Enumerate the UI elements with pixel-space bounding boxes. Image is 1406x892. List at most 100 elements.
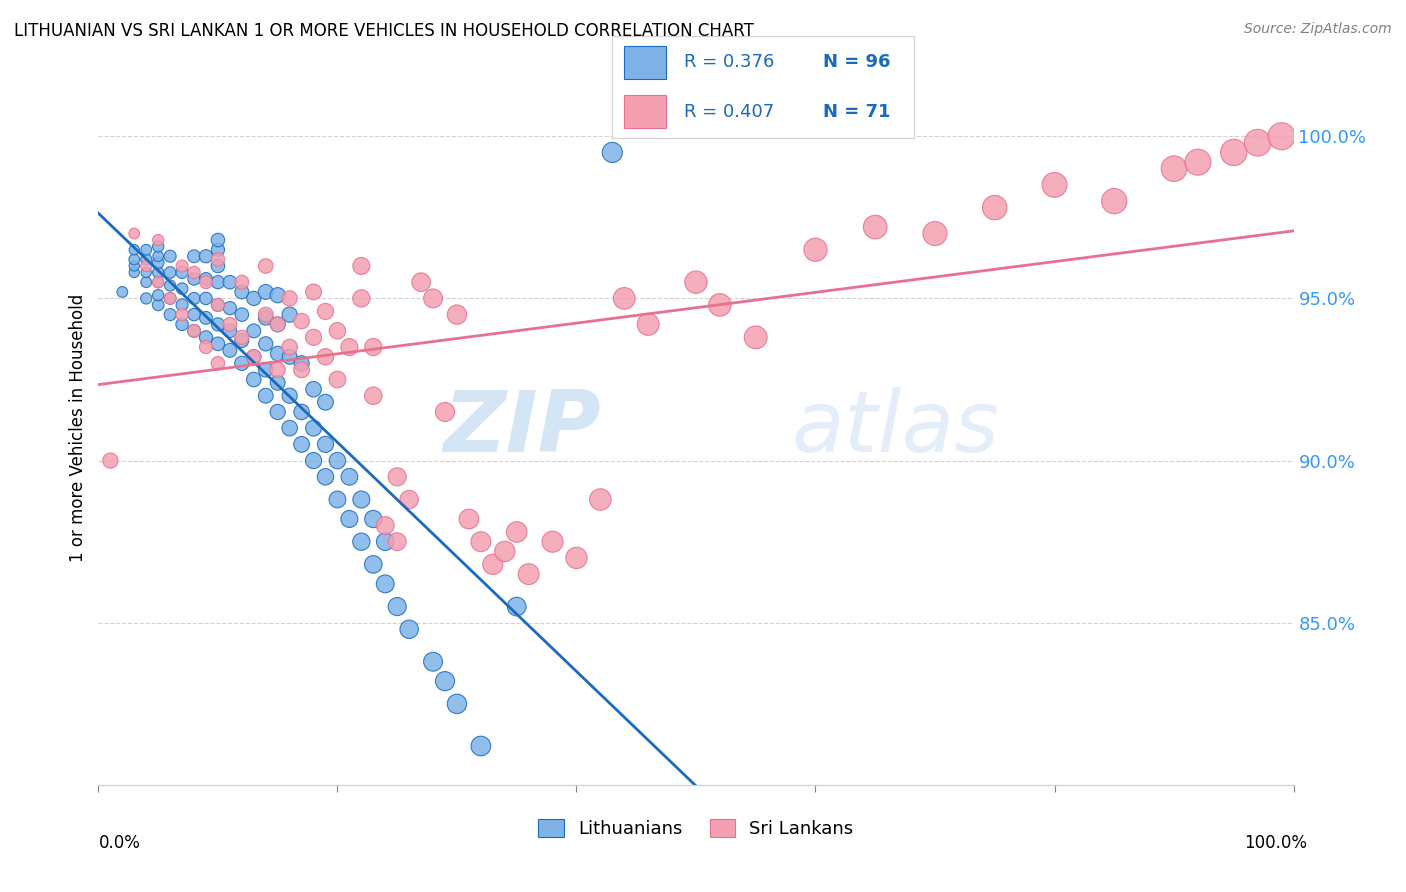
Point (374, 518, 396, 533)
Point (231, 330, 253, 344)
Point (363, 558, 385, 572)
Point (326, 492, 349, 507)
Point (207, 259, 229, 273)
Point (267, 318, 290, 332)
Point (207, 298, 229, 312)
Point (637, 318, 659, 332)
Point (350, 492, 373, 507)
Point (315, 437, 337, 451)
Point (159, 308, 181, 322)
Point (470, 739, 492, 753)
Point (172, 318, 194, 332)
Point (254, 259, 277, 273)
Point (315, 470, 337, 484)
Point (1271, 129, 1294, 144)
Point (159, 292, 181, 306)
Point (267, 376, 290, 390)
Point (148, 265, 170, 279)
Point (411, 275, 433, 289)
Point (541, 534, 564, 549)
Point (326, 372, 349, 386)
Point (159, 278, 181, 293)
Point (159, 265, 181, 279)
Point (709, 298, 731, 312)
Point (183, 272, 205, 286)
Point (339, 340, 361, 354)
Point (207, 233, 229, 247)
Point (804, 243, 827, 257)
Point (135, 292, 157, 306)
Point (278, 292, 301, 306)
Point (219, 324, 242, 338)
Point (183, 292, 205, 306)
Point (470, 534, 492, 549)
Point (278, 340, 301, 354)
Point (422, 292, 444, 306)
Point (350, 259, 373, 273)
Point (219, 301, 242, 315)
Point (172, 298, 194, 312)
Point (98, 453, 122, 467)
Point (398, 622, 420, 636)
Point (195, 310, 218, 325)
Point (111, 285, 134, 299)
Point (124, 243, 146, 257)
Point (195, 272, 218, 286)
Point (291, 314, 314, 328)
Point (172, 308, 194, 322)
Point (291, 356, 314, 370)
Point (124, 259, 146, 273)
Point (602, 145, 624, 160)
Point (339, 512, 361, 526)
Point (745, 330, 768, 344)
Point (183, 324, 205, 338)
Text: 100.0%: 100.0% (1244, 834, 1308, 852)
Point (494, 544, 516, 558)
Point (183, 249, 205, 263)
Point (254, 363, 277, 377)
Point (350, 292, 373, 306)
Point (565, 550, 588, 565)
Point (302, 421, 325, 435)
Point (613, 292, 636, 306)
Point (374, 534, 396, 549)
Point (231, 275, 253, 289)
Point (1104, 194, 1126, 208)
Point (685, 275, 707, 289)
Y-axis label: 1 or more Vehicles in Household: 1 or more Vehicles in Household (69, 294, 87, 562)
Point (363, 512, 385, 526)
Legend: Lithuanians, Sri Lankans: Lithuanians, Sri Lankans (530, 810, 862, 847)
Point (148, 249, 170, 263)
Point (506, 524, 529, 539)
Point (183, 308, 205, 322)
Point (207, 275, 229, 289)
Point (195, 330, 218, 344)
Point (385, 599, 409, 614)
Point (302, 330, 325, 344)
Point (135, 265, 157, 279)
Point (124, 227, 146, 241)
Point (231, 308, 253, 322)
Point (195, 249, 218, 263)
Point (1163, 161, 1185, 176)
Point (207, 243, 229, 257)
Point (589, 492, 612, 507)
Point (172, 282, 194, 296)
Point (315, 350, 337, 364)
Point (326, 453, 349, 467)
FancyBboxPatch shape (624, 46, 666, 78)
Point (302, 382, 325, 396)
Point (315, 395, 337, 409)
Point (434, 674, 457, 689)
Point (517, 567, 540, 582)
Point (254, 336, 277, 351)
Point (278, 350, 301, 364)
Point (148, 239, 170, 253)
Point (1043, 178, 1066, 192)
Point (135, 259, 157, 273)
Point (984, 201, 1007, 215)
Point (243, 324, 266, 338)
Point (267, 405, 290, 419)
Point (148, 233, 170, 247)
Point (231, 356, 253, 370)
